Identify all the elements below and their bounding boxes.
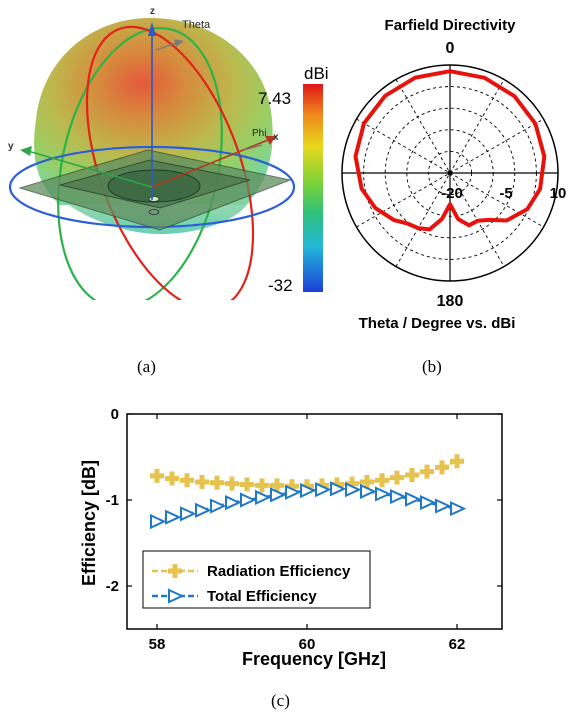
legend-swatch-marker-0 [168,564,182,578]
data-point-series-1 [240,492,257,508]
data-point-series-1 [210,498,227,514]
data-point-series-0 [285,479,299,494]
y-axis-title: Efficiency [dB] [79,460,99,586]
x-axis-title: Frequency [GHz] [242,649,386,669]
feed-pin-lower [148,209,160,215]
y-axis-label: y [8,141,14,152]
polar-grid [341,64,559,282]
data-point-series-1 [390,488,407,505]
data-point-series-1 [450,501,467,517]
legend-label-total: Total Efficiency [207,588,317,605]
data-point-series-0 [225,476,239,491]
data-point-series-0 [420,464,434,479]
radial-label-minus5: -5 [499,185,512,202]
data-point-series-0 [210,475,224,490]
polar-title: Farfield Directivity [385,17,517,34]
data-point-series-0 [180,473,194,488]
data-point-series-0 [345,476,359,491]
polar-top-label: 0 [446,40,455,57]
data-point-series-0 [195,474,209,489]
directivity-pattern-curve [353,69,547,232]
data-point-series-0 [390,470,404,485]
data-point-series-0 [405,468,419,483]
y-tick-label: -1 [106,492,119,509]
polar-bottom-title: Theta / Degree vs. dBi [359,315,516,332]
data-point-series-1 [405,491,422,507]
polar-grid-spoke [395,79,505,267]
panel-c-efficiency-chart: 58 60 62 0 -1 -2 Radiation Efficiency Total E… [79,406,503,669]
axis-ticks: 58 60 62 0 -1 -2 [106,406,502,653]
legend-box [142,550,371,609]
legend: Radiation Efficiency Total Efficiency [142,550,371,609]
data-point-series-1 [270,487,287,503]
data-point-series-1 [150,513,167,530]
theta-label: Theta [182,19,211,31]
legend-swatch-marker-1 [168,588,185,604]
data-point-series-0 [165,471,179,486]
y-axis-arrow [20,146,32,156]
feed-pin [148,196,160,202]
data-point-series-0 [360,474,374,489]
data-point-series-1 [435,498,452,514]
caption-a: (a) [137,357,156,376]
data-point-series-1 [180,506,197,522]
colorbar [303,84,323,292]
data-point-series-0 [150,468,164,483]
data-point-series-1 [315,482,332,498]
polar-bottom-label: 180 [437,293,464,310]
data-point-series-0 [435,460,449,475]
data-point-series-1 [255,489,272,505]
colorbar-min: -32 [268,276,293,295]
data-point-series-0 [270,478,284,493]
panel-b-polar-plot: Farfield Directivity 0 -20 -5 10 180 The… [341,17,567,332]
data-point-series-0 [450,454,464,469]
polar-center [447,170,453,176]
z-axis-label: z [150,6,155,17]
series-group [150,454,467,530]
data-point-series-1 [360,483,377,499]
y-tick-label: 0 [111,406,119,423]
data-point-series-1 [420,495,437,511]
y-axis [27,150,153,188]
radial-label-10: 10 [550,185,567,202]
caption-c: (c) [271,691,290,710]
z-axis-arrow [148,22,156,36]
phi-label: Phi [252,128,266,139]
x-axis [151,139,269,188]
x-axis-label: x [273,132,279,143]
data-point-series-1 [345,482,362,498]
data-point-series-1 [225,495,242,511]
x-tick-label: 60 [299,636,316,653]
colorbar-max: 7.43 [258,89,291,108]
data-point-series-1 [285,484,302,500]
radial-label-minus20: -20 [441,185,463,202]
theta-arrow [174,39,184,47]
y-tick-label: -2 [106,578,119,595]
legend-label-radiation: Radiation Efficiency [207,563,351,580]
caption-b: (b) [422,357,442,376]
data-point-series-1 [330,481,347,497]
data-point-series-0 [375,473,389,488]
x-tick-label: 62 [449,636,466,653]
data-point-series-1 [195,502,212,518]
x-axis-arrow [265,136,276,145]
data-point-series-1 [375,486,392,502]
panel-a-3d-pattern: z Theta x Phi y dBi 7.43 -32 [8,6,329,300]
data-point-series-1 [300,482,317,499]
theta-direction [155,42,177,51]
data-point-series-0 [240,477,254,492]
data-point-series-1 [165,509,182,525]
x-tick-label: 58 [149,636,166,653]
data-point-series-0 [255,478,269,493]
phi-direction [243,144,263,151]
colorbar-unit: dBi [304,64,329,83]
